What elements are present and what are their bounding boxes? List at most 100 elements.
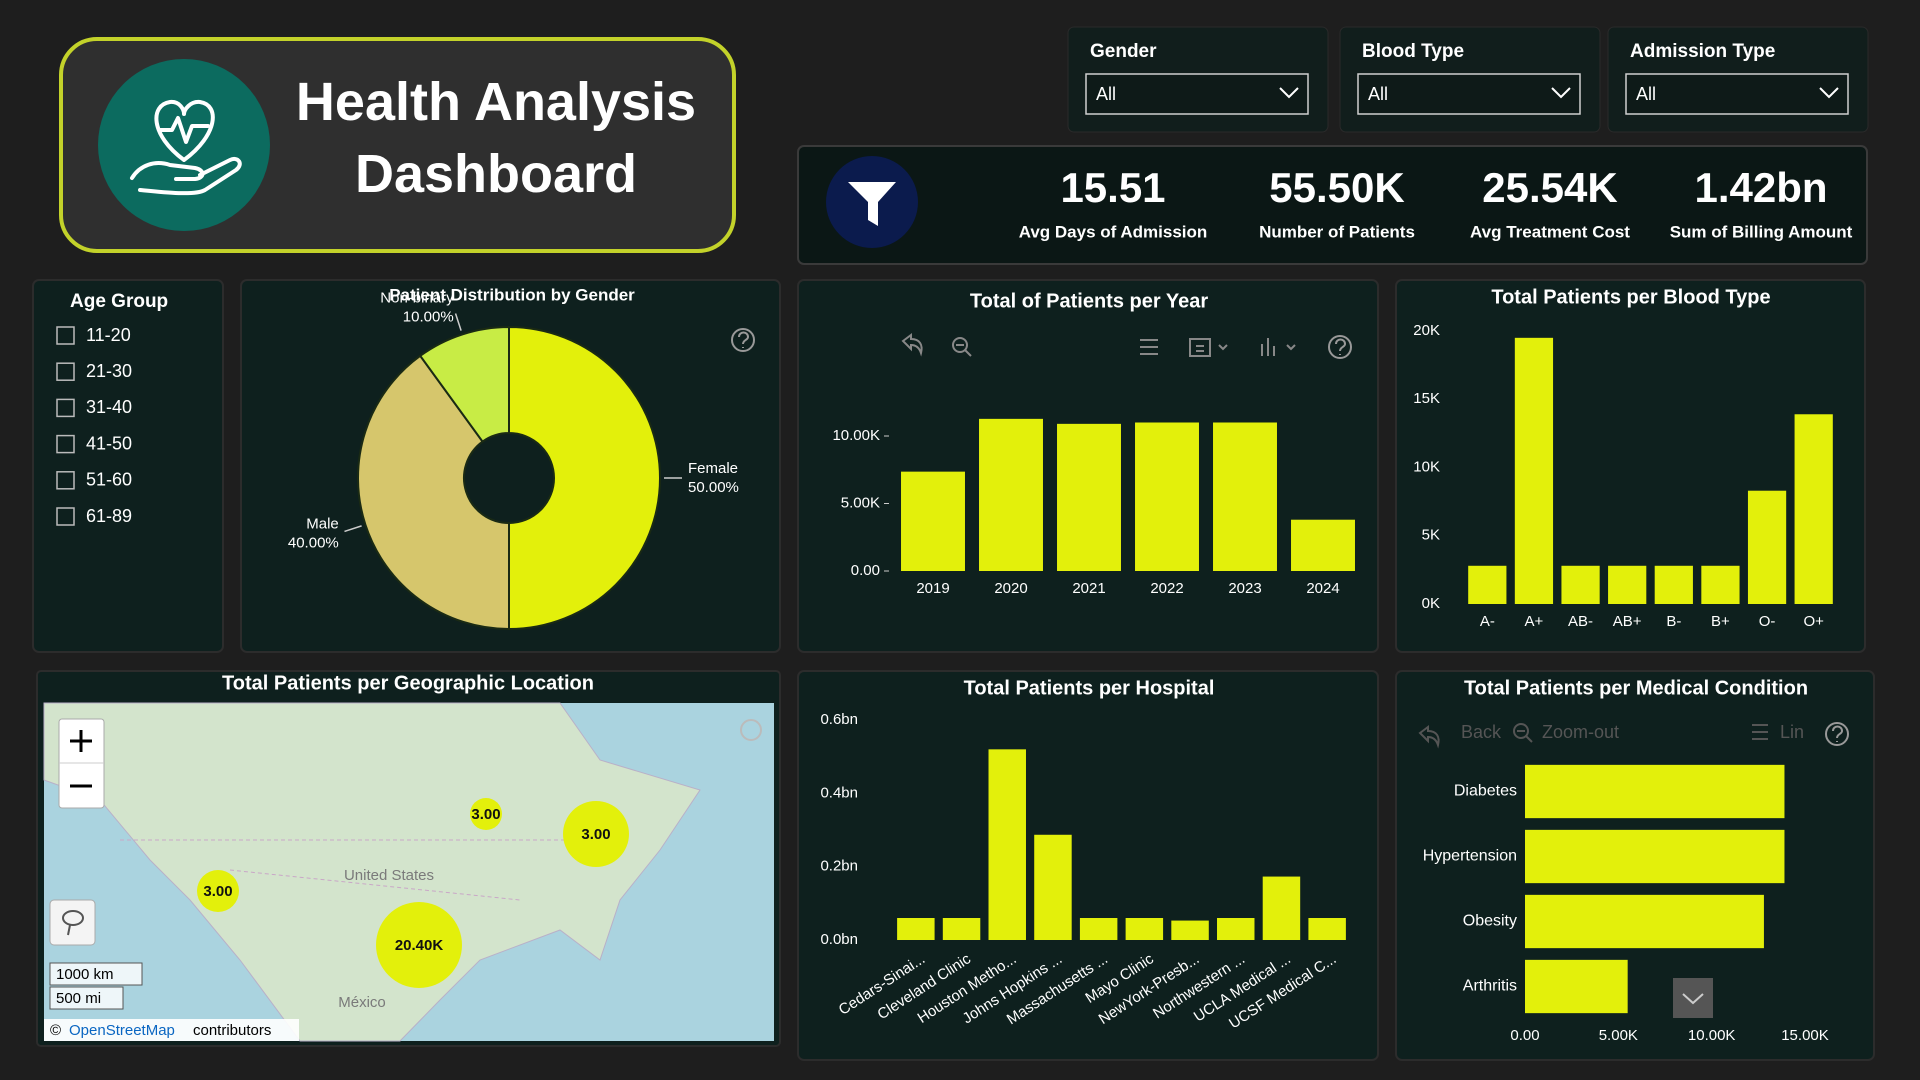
filter-label: Admission Type (1630, 41, 1775, 62)
y-tick-label: Diabetes (1454, 783, 1517, 800)
dropdown-chevron (1279, 87, 1299, 99)
x-tick-label: 5.00K (1599, 1027, 1638, 1044)
bubble-label: 3.00 (471, 806, 500, 823)
bar[interactable] (1262, 876, 1301, 940)
bar[interactable] (1213, 422, 1277, 572)
map-title: Total Patients per Geographic Location (222, 672, 594, 694)
bar[interactable] (988, 749, 1026, 940)
filter-label: Gender (1090, 41, 1157, 62)
y-tick-label: 0.00 (851, 562, 880, 579)
blood-panel (1395, 279, 1866, 653)
bar[interactable] (1525, 829, 1785, 884)
bar[interactable] (979, 418, 1043, 571)
toolbar-back[interactable]: Back (1461, 722, 1502, 742)
bar[interactable] (1308, 918, 1346, 940)
x-tick-label: 2024 (1306, 580, 1339, 597)
bar[interactable] (1608, 565, 1647, 604)
bar[interactable] (1291, 519, 1355, 571)
y-tick-label: Arthritis (1463, 978, 1517, 995)
lasso-button[interactable] (49, 899, 96, 946)
dropdown[interactable] (1085, 73, 1309, 115)
dropdown[interactable] (1357, 73, 1581, 115)
bar[interactable] (1079, 918, 1118, 940)
attribution-symbol: © (50, 1022, 61, 1039)
checkbox[interactable] (56, 398, 75, 418)
chart-title: Total Patients per Hospital (964, 677, 1215, 699)
x-tick-label: 2021 (1072, 580, 1105, 597)
dropdown-chevron (1551, 87, 1571, 99)
kpi-value: 25.54K (1482, 164, 1617, 211)
bar[interactable] (1794, 414, 1833, 604)
chart-title: Total Patients per Blood Type (1491, 286, 1770, 308)
bar[interactable] (1034, 834, 1072, 940)
y-tick-label: Hypertension (1423, 848, 1517, 865)
bar[interactable] (1747, 490, 1787, 604)
bar[interactable] (942, 918, 981, 940)
bar[interactable] (1057, 423, 1121, 571)
scale-box (49, 986, 124, 1010)
toolbar-zoom-out[interactable]: Zoom-out (1542, 722, 1619, 742)
x-tick-label: O+ (1803, 613, 1824, 630)
bar[interactable] (1525, 959, 1628, 1014)
kpi-value: 55.50K (1269, 164, 1404, 211)
scroll-icon (1682, 993, 1704, 1005)
y-tick-label: 5.00K (841, 494, 880, 511)
y-tick-label: Obesity (1463, 913, 1517, 930)
dropdown[interactable] (1625, 73, 1849, 115)
y-tick-label: 20K (1413, 322, 1440, 339)
x-tick-label: O- (1759, 613, 1776, 630)
checkbox[interactable] (56, 507, 75, 526)
kpi-box (797, 145, 1868, 265)
bar[interactable] (901, 471, 965, 571)
bar[interactable] (1654, 565, 1693, 604)
map-bubble[interactable] (197, 870, 239, 912)
funnel-icon (848, 182, 896, 226)
slicer-option: 61-89 (86, 506, 132, 526)
checkbox[interactable] (56, 471, 75, 490)
map-bubble[interactable] (470, 798, 502, 830)
bar[interactable] (1701, 565, 1740, 604)
hospital-panel (797, 670, 1379, 1061)
y-tick-label: 0.6bn (820, 711, 858, 728)
x-tick-label: 2022 (1150, 580, 1183, 597)
slicer-option: 31-40 (86, 397, 132, 417)
dropdown-chevron (1819, 87, 1839, 99)
pie-label: Male (306, 515, 339, 532)
bar[interactable] (1525, 894, 1764, 949)
bar[interactable] (1135, 422, 1199, 572)
y-tick-label: 5K (1422, 527, 1440, 544)
bubble-label: 3.00 (581, 826, 610, 843)
pie-label: Female (688, 460, 738, 477)
pie-slice[interactable] (357, 354, 510, 631)
dashboard-title: Health Analysis Dashboard (295, 72, 697, 204)
pie-slice[interactable] (418, 325, 510, 443)
leader-line (344, 525, 362, 533)
slicer-title: Age Group (70, 291, 168, 312)
bar[interactable] (1217, 918, 1255, 940)
x-tick-label: 0.00 (1510, 1027, 1539, 1044)
bar[interactable] (1468, 565, 1507, 604)
map-bubble[interactable] (376, 902, 462, 988)
bubble-label: 20.40K (395, 937, 444, 954)
bar[interactable] (1514, 337, 1554, 604)
pie-value-label: 50.00% (688, 479, 739, 496)
checkbox[interactable] (56, 362, 75, 381)
checkbox[interactable] (56, 326, 75, 345)
bar[interactable] (1125, 918, 1164, 940)
bar[interactable] (1561, 565, 1600, 604)
bar[interactable] (897, 918, 935, 940)
checkbox[interactable] (56, 434, 75, 454)
attribution-link[interactable]: OpenStreetMap (69, 1022, 175, 1039)
slicer-option: 41-50 (86, 433, 132, 453)
bar[interactable] (1171, 920, 1209, 940)
x-tick-label: 2019 (916, 580, 949, 597)
x-tick-label: A- (1480, 613, 1495, 630)
pie-slice[interactable] (508, 325, 661, 631)
bar[interactable] (1525, 764, 1785, 819)
scroll-button[interactable] (1673, 978, 1713, 1018)
toolbar-lin[interactable]: Lin (1780, 722, 1804, 742)
pie-value-label: 40.00% (288, 534, 339, 551)
map-bubble[interactable] (563, 801, 629, 867)
pie-label: Non-binary (380, 290, 454, 307)
